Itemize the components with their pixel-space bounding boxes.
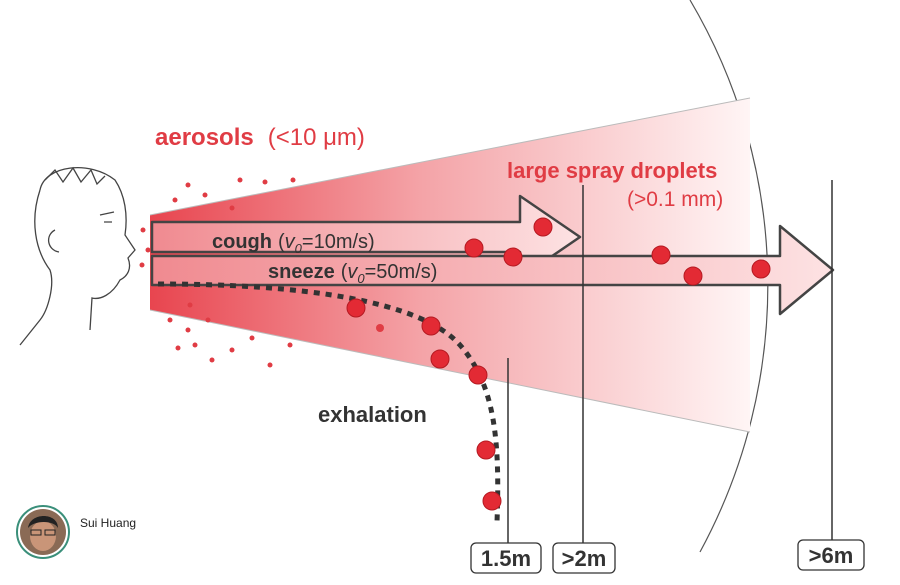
distance-boxes: [470, 539, 865, 574]
sneeze-rest: =50m/s): [365, 261, 438, 283]
distance-label: >6m: [809, 543, 854, 568]
cough-word: cough: [212, 231, 272, 253]
distance-label: >2m: [562, 546, 607, 571]
sneeze-open: (: [341, 261, 348, 283]
cone-edge: [149, 309, 751, 433]
spray-size: (>0.1 mm): [627, 188, 723, 211]
cough-open: (: [278, 231, 285, 253]
exhalation-label: exhalation: [318, 402, 427, 427]
cough-var: v: [285, 231, 296, 253]
aerosols-label: aerosols (<10 μm): [155, 124, 365, 151]
spray-title: large spray droplets: [507, 158, 717, 183]
cough-sub: 0: [295, 241, 303, 256]
aerosols-word: aerosols: [155, 124, 254, 151]
cough-label: cough (v0=10m/s): [212, 231, 375, 256]
distance-lines: [507, 180, 833, 545]
distance-label: 1.5m: [481, 546, 531, 571]
sneeze-sub: 0: [357, 271, 365, 286]
sneeze-var: v: [347, 261, 358, 283]
head-sketch: [19, 166, 136, 346]
cone-edge: [149, 97, 751, 216]
aerosols-size: (<10 μm): [268, 124, 365, 151]
sneeze-word: sneeze: [268, 261, 335, 283]
cough-rest: =10m/s): [302, 231, 375, 253]
avatar[interactable]: [18, 508, 68, 558]
exhalation-path: [157, 281, 501, 523]
sneeze-label: sneeze (v0=50m/s): [268, 261, 437, 286]
author-name[interactable]: Sui Huang: [80, 516, 136, 530]
large-droplets: [346, 217, 771, 511]
